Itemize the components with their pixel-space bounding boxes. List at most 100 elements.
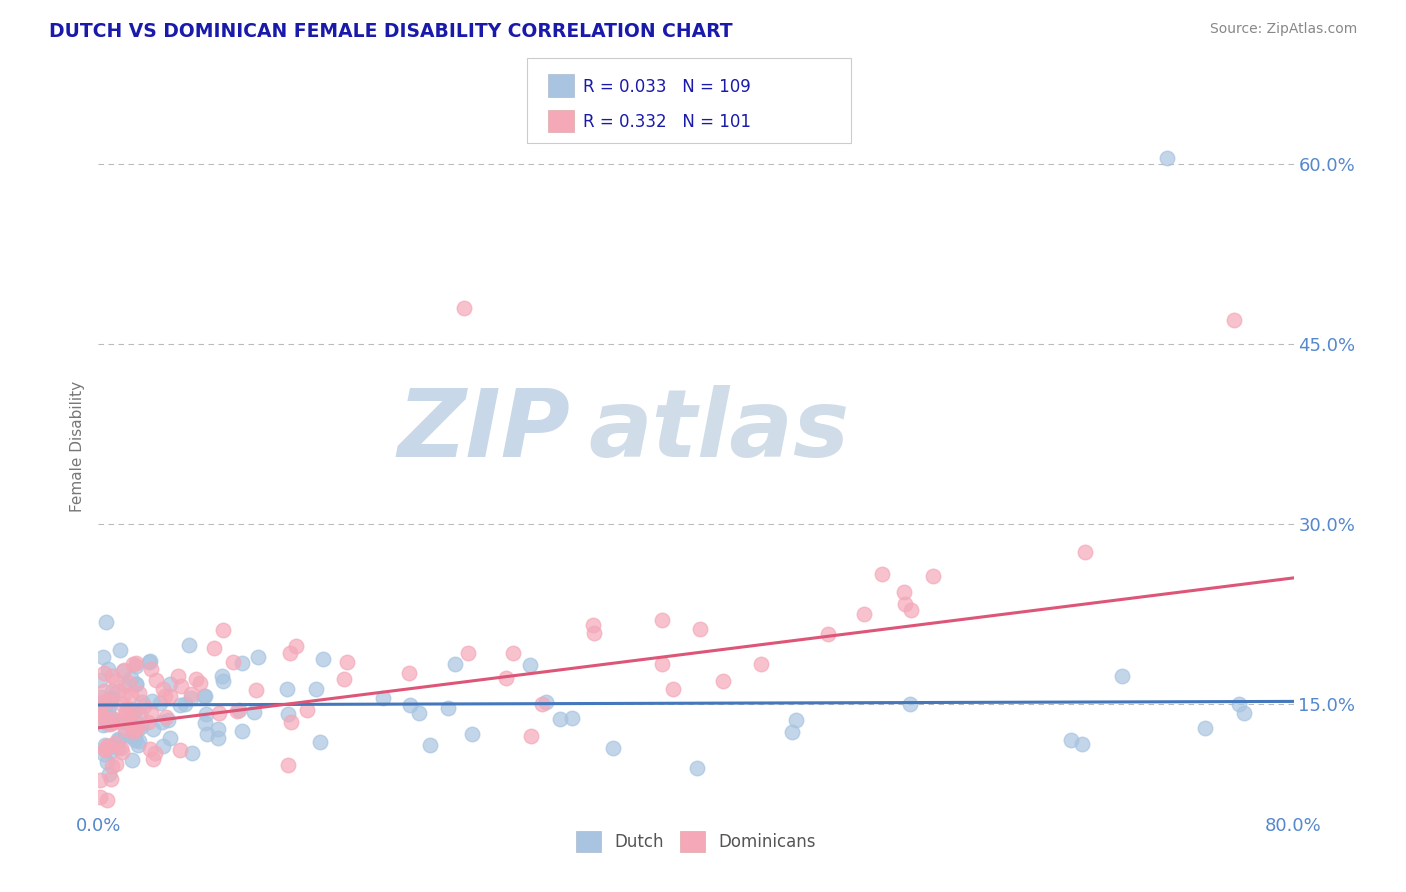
Point [96,693,118,707]
Point [1156,151,1178,165]
Point [114,677,136,691]
Point [108,733,131,747]
Point [231,656,253,670]
Point [212,674,235,689]
Point [222,655,245,669]
Point [139,662,162,676]
Point [184,672,207,686]
Point [114,707,136,722]
Point [96,715,118,730]
Point [107,684,129,698]
Point [212,623,235,637]
Point [104,735,127,749]
Point [309,734,332,748]
Point [121,730,143,744]
Point [228,703,250,717]
Point [129,720,152,734]
Point [96,755,118,769]
Point [124,733,146,747]
Point [900,603,922,617]
Point [90,696,112,710]
Point [97,704,120,718]
Point [118,718,141,732]
Point [124,731,146,745]
Point [93,665,115,680]
Point [453,301,475,315]
Point [134,699,156,714]
Point [195,727,218,741]
Point [194,715,217,730]
Point [159,731,181,745]
Point [90,707,112,722]
Point [125,677,148,691]
Point [519,658,541,673]
Point [461,727,484,741]
Point [90,698,112,712]
Point [108,642,131,657]
Point [195,706,218,721]
Point [127,721,149,735]
Text: R = 0.332   N = 101: R = 0.332 N = 101 [583,113,751,131]
Point [278,646,301,660]
Point [651,613,673,627]
Point [131,695,153,709]
Point [141,694,163,708]
Point [96,717,118,731]
Point [120,688,142,702]
Point [853,607,876,621]
Point [194,690,217,704]
Point [152,739,174,753]
Text: DUTCH VS DOMINICAN FEMALE DISABILITY CORRELATION CHART: DUTCH VS DOMINICAN FEMALE DISABILITY COR… [49,22,733,41]
Point [114,722,136,736]
Point [127,738,149,752]
Point [93,684,115,698]
Point [107,732,129,747]
Point [139,741,162,756]
Point [169,743,191,757]
Point [100,772,122,786]
Point [1111,669,1133,683]
Point [142,751,165,765]
Point [89,773,111,788]
Point [120,702,142,716]
Point [180,690,202,705]
Point [89,696,111,710]
Y-axis label: Female Disability: Female Disability [69,380,84,512]
Point [111,745,134,759]
Point [1060,733,1083,747]
Point [711,674,734,689]
Point [662,682,685,697]
Point [107,714,129,729]
Point [582,617,605,632]
Point [90,700,112,714]
Point [193,689,215,703]
Point [114,715,136,730]
Point [100,669,122,683]
Point [125,656,148,670]
Point [91,698,114,712]
Point [689,623,711,637]
Point [97,662,120,676]
Point [112,663,135,677]
Point [97,766,120,780]
Point [96,739,118,753]
Point [98,698,121,713]
Point [93,747,115,761]
Point [180,746,202,760]
Point [98,693,121,707]
Point [226,704,249,718]
Point [1074,545,1097,559]
Point [245,682,267,697]
Point [202,641,225,656]
Point [207,722,229,736]
Text: atlas: atlas [589,385,849,477]
Point [686,761,709,775]
Point [190,675,212,690]
Point [128,733,150,747]
Point [100,744,122,758]
Point [94,739,117,753]
Point [153,689,176,703]
Point [89,696,111,710]
Point [110,740,132,755]
Point [125,658,148,673]
